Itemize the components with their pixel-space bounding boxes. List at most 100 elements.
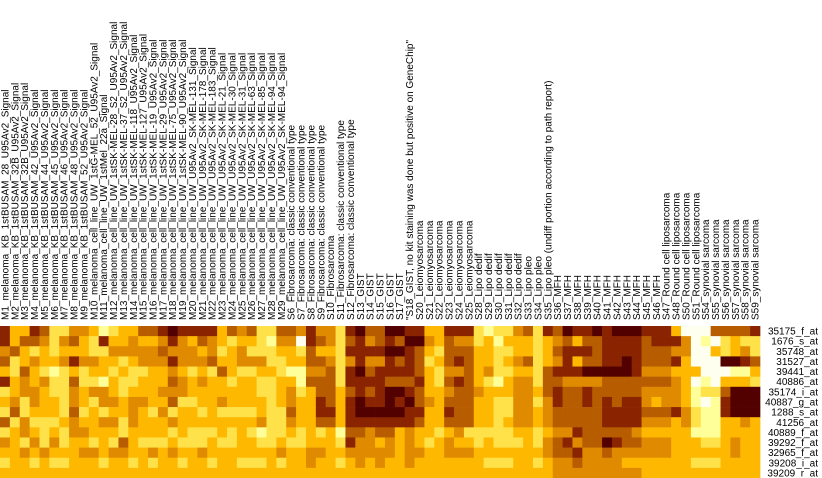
heatmap-cell xyxy=(454,356,465,367)
heatmap-cell xyxy=(19,336,30,347)
heatmap-cell xyxy=(256,437,267,448)
heatmap-cell xyxy=(572,396,583,408)
heatmap-cell xyxy=(355,386,366,398)
heatmap-cell xyxy=(532,366,544,378)
row-label: 1676_s_at xyxy=(771,337,818,348)
heatmap-cell xyxy=(197,376,208,388)
heatmap-cell xyxy=(444,366,455,378)
heatmap-cell xyxy=(29,427,40,438)
heatmap-cell xyxy=(681,326,692,337)
heatmap-cell xyxy=(335,467,346,478)
heatmap-cell xyxy=(217,427,228,438)
heatmap-cell xyxy=(108,346,119,357)
column-label: S11_Fibrosarcoma: classic conventional t… xyxy=(336,120,347,320)
heatmap-cell xyxy=(681,376,692,388)
heatmap-cell xyxy=(710,376,721,388)
heatmap-cell xyxy=(49,447,60,459)
heatmap-cell xyxy=(404,427,415,438)
heatmap-cell xyxy=(424,376,435,388)
heatmap-cell xyxy=(207,346,218,357)
heatmap-cell xyxy=(483,457,494,469)
heatmap-cell xyxy=(444,407,455,418)
column-label: M24_melanoma_cell_line_UW_U95Av2_SK-MEL-… xyxy=(227,53,238,320)
heatmap-cell xyxy=(138,407,149,418)
heatmap-cell xyxy=(286,326,297,337)
heatmap-cell xyxy=(730,396,741,408)
heatmap-cell xyxy=(651,407,662,418)
heatmap-cell xyxy=(384,417,396,428)
heatmap-cell xyxy=(562,427,573,438)
heatmap-cell xyxy=(88,427,100,438)
heatmap-cell xyxy=(286,407,297,418)
heatmap-cell xyxy=(681,407,692,418)
heatmap-cell xyxy=(710,457,721,469)
heatmap-cell xyxy=(394,366,406,378)
heatmap-cell xyxy=(740,427,751,438)
row-label: 39441_at xyxy=(776,367,818,378)
heatmap-cell xyxy=(404,356,415,367)
heatmap-cell xyxy=(651,376,662,388)
heatmap-cell xyxy=(236,407,248,418)
heatmap-cell xyxy=(384,437,396,448)
heatmap-cell xyxy=(29,376,40,388)
heatmap-cell xyxy=(611,366,623,378)
column-label: S45_MFH xyxy=(642,275,653,320)
heatmap-cell xyxy=(602,326,613,337)
heatmap-cell xyxy=(710,467,721,478)
heatmap-cell xyxy=(394,417,406,428)
row-label: 31527_at xyxy=(776,357,818,368)
heatmap-cell xyxy=(592,407,603,418)
heatmap-cell xyxy=(236,336,248,347)
heatmap-cell xyxy=(365,457,376,469)
column-label: S12_Fibrosarcoma: classic conventional t… xyxy=(346,119,357,320)
heatmap-cell xyxy=(621,366,633,378)
heatmap-cell xyxy=(681,437,692,448)
heatmap-cell xyxy=(138,326,149,337)
heatmap-cell xyxy=(286,346,297,357)
heatmap-cell xyxy=(118,346,129,357)
heatmap-cell xyxy=(98,356,109,367)
heatmap-cell xyxy=(661,346,672,357)
heatmap-cell xyxy=(29,326,40,337)
heatmap-cell xyxy=(671,396,682,408)
heatmap-cell xyxy=(720,376,731,388)
column-label: S55_synovial sarcoma xyxy=(711,219,722,320)
heatmap-cell xyxy=(325,447,336,459)
heatmap-cell xyxy=(118,366,129,378)
heatmap-cell xyxy=(286,396,297,408)
heatmap-cell xyxy=(621,326,633,337)
heatmap-cell xyxy=(681,447,692,459)
heatmap-cell xyxy=(454,417,465,428)
heatmap-cell xyxy=(463,417,475,428)
heatmap-cell xyxy=(207,437,218,448)
column-label: S28_Lipo dedif xyxy=(474,253,485,320)
heatmap-cell xyxy=(217,376,228,388)
heatmap-cell xyxy=(483,336,494,347)
heatmap-cell xyxy=(503,467,514,478)
heatmap-cell xyxy=(157,366,169,378)
heatmap-cell xyxy=(315,366,327,378)
heatmap-cell xyxy=(118,386,129,398)
heatmap-cell xyxy=(207,376,218,388)
heatmap-cell xyxy=(177,356,188,367)
heatmap-cell xyxy=(681,417,692,428)
column-label: S44_MFH xyxy=(632,275,643,320)
heatmap-cell xyxy=(167,336,179,347)
heatmap-cell xyxy=(552,366,563,378)
column-label: M26_melanoma_cell_line_UW_U95Av2_SK-MEL-… xyxy=(247,53,258,320)
heatmap-cell xyxy=(621,467,633,478)
row-label: 35748_at xyxy=(776,347,818,358)
heatmap-cell xyxy=(177,437,188,448)
heatmap-cell xyxy=(562,336,573,347)
column-label: S35_Lipo pleo (undiff portion according … xyxy=(543,81,554,320)
heatmap-cell xyxy=(651,346,662,357)
heatmap-cell xyxy=(454,376,465,388)
heatmap-cell xyxy=(710,346,721,357)
heatmap-cell xyxy=(9,336,21,347)
heatmap-cell xyxy=(424,396,435,408)
heatmap-cell xyxy=(246,346,257,357)
heatmap-cell xyxy=(611,437,623,448)
heatmap-cell xyxy=(266,437,277,448)
column-label: M9_melanoma_KB_1stBUSAM_52_U95Av2_Signal xyxy=(79,89,90,320)
heatmap-cell xyxy=(572,467,583,478)
